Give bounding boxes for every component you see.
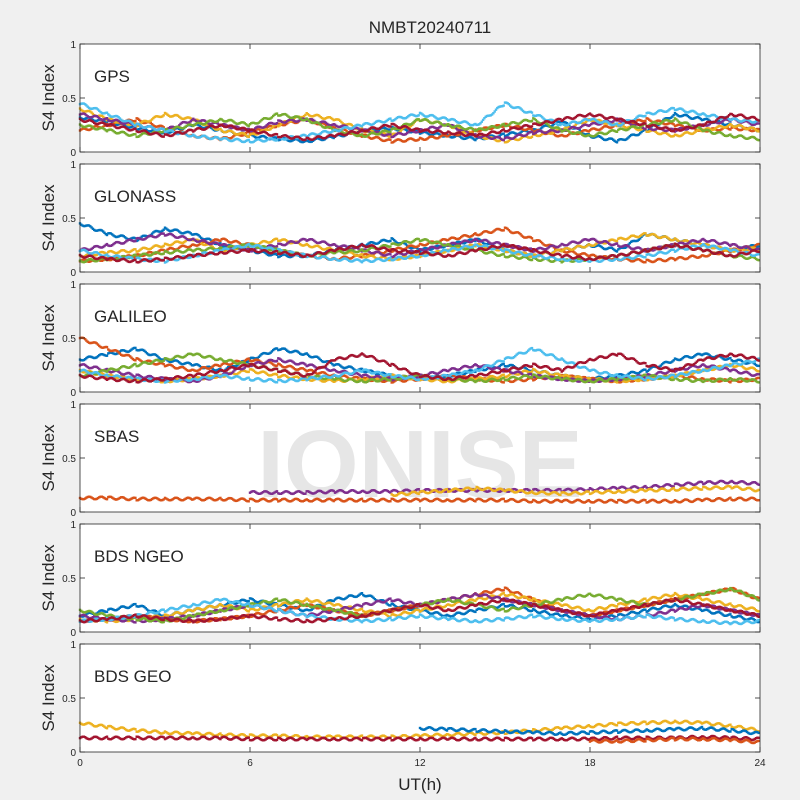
y-tick-label: 1 bbox=[70, 40, 76, 51]
figure-title: NMBT20240711 bbox=[369, 18, 492, 37]
data-point bbox=[389, 240, 391, 242]
y-tick-label: 0 bbox=[70, 148, 76, 159]
data-point bbox=[531, 125, 533, 127]
data-point bbox=[134, 128, 136, 130]
data-point bbox=[163, 114, 165, 116]
data-point bbox=[389, 117, 391, 119]
panel-1: 00.51GLONASSS4 Index bbox=[39, 160, 760, 279]
data-point bbox=[503, 139, 505, 141]
y-axis-label: S4 Index bbox=[39, 64, 58, 132]
data-point bbox=[163, 128, 165, 130]
data-point bbox=[503, 229, 505, 231]
data-point bbox=[758, 130, 760, 132]
data-point bbox=[389, 125, 391, 127]
data-point bbox=[276, 133, 278, 135]
data-point bbox=[418, 114, 420, 116]
data-point bbox=[531, 111, 533, 113]
figure: NMBT20240711 0 0.5 1 GPS S4 Index 00.51GLONAS… bbox=[0, 0, 800, 800]
data-point bbox=[758, 122, 760, 124]
data-point bbox=[389, 133, 391, 135]
data-point bbox=[418, 128, 420, 130]
data-point bbox=[531, 136, 533, 138]
data-point bbox=[758, 119, 760, 121]
data-point bbox=[531, 128, 533, 130]
data-point bbox=[503, 104, 505, 106]
data-point bbox=[389, 139, 391, 141]
y-tick-label: 0.5 bbox=[62, 94, 76, 105]
data-point bbox=[531, 237, 533, 239]
data-point bbox=[276, 122, 278, 124]
data-point bbox=[644, 261, 646, 263]
data-point bbox=[389, 131, 391, 133]
data-point bbox=[673, 119, 675, 121]
panel-0: 0 0.5 1 GPS S4 Index bbox=[39, 40, 760, 159]
data-point bbox=[503, 133, 505, 135]
data-point bbox=[276, 139, 278, 141]
data-point bbox=[531, 120, 533, 122]
data-point bbox=[644, 122, 646, 124]
data-point bbox=[644, 115, 646, 117]
data-point bbox=[134, 120, 136, 122]
data-point bbox=[758, 139, 760, 141]
data-point bbox=[134, 133, 136, 135]
axes-background bbox=[80, 44, 760, 152]
panel-label: GPS bbox=[94, 67, 130, 86]
data-point bbox=[163, 135, 165, 137]
data-point bbox=[758, 245, 760, 247]
data-point bbox=[616, 250, 618, 252]
data-point bbox=[758, 243, 760, 245]
data-point bbox=[616, 141, 618, 143]
data-point bbox=[644, 120, 646, 122]
